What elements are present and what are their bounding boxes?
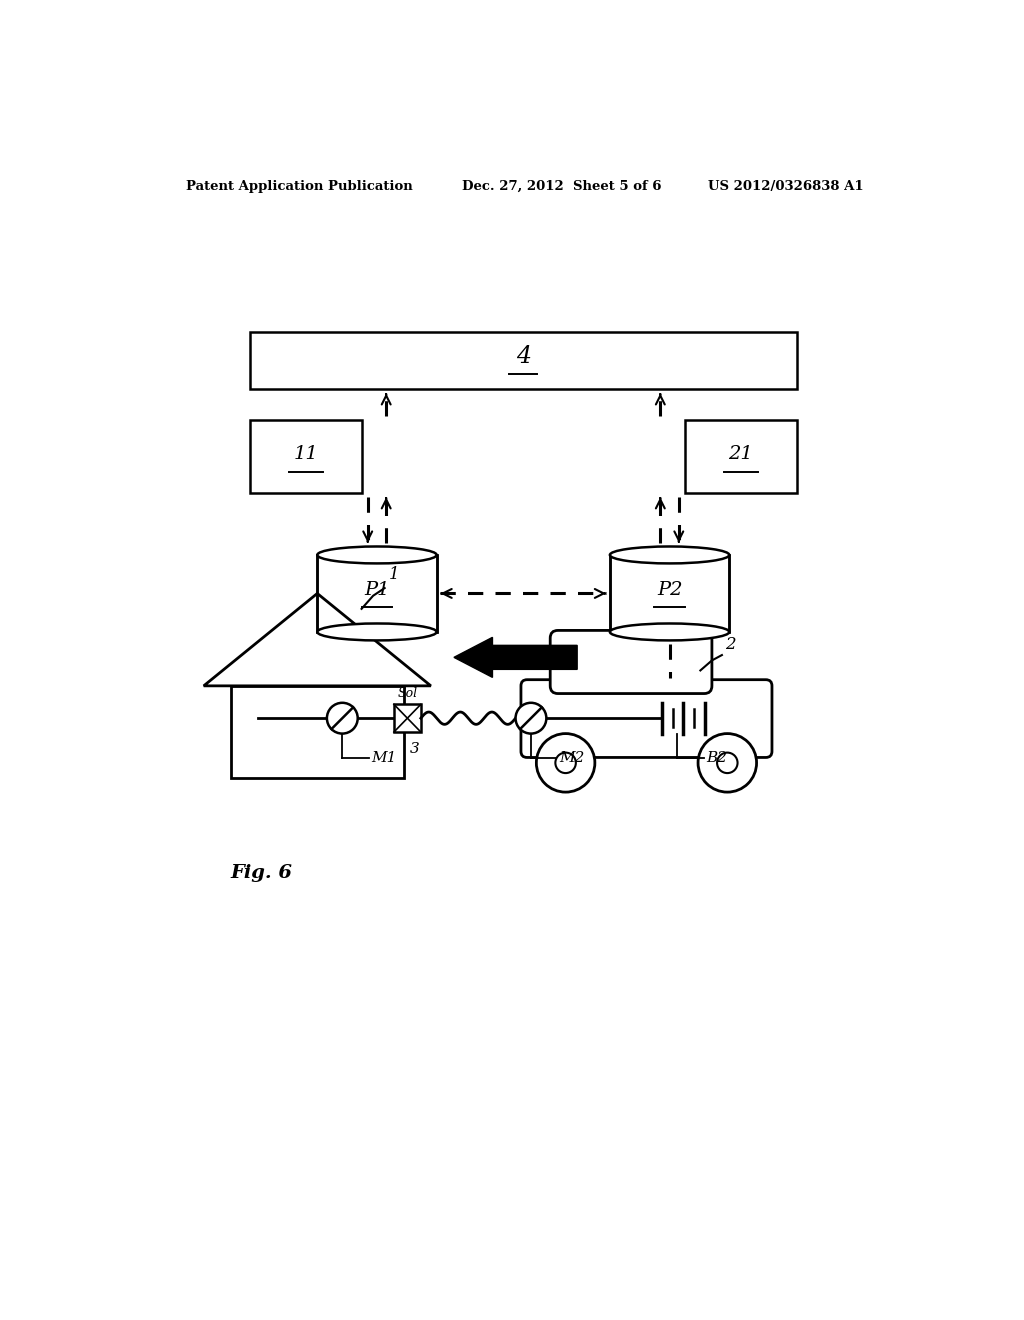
- Circle shape: [515, 702, 547, 734]
- FancyBboxPatch shape: [250, 331, 797, 389]
- FancyBboxPatch shape: [685, 420, 797, 494]
- FancyBboxPatch shape: [394, 705, 421, 733]
- Text: Dec. 27, 2012  Sheet 5 of 6: Dec. 27, 2012 Sheet 5 of 6: [462, 180, 662, 193]
- Text: 2: 2: [725, 636, 735, 653]
- Text: M1: M1: [371, 751, 396, 766]
- Circle shape: [717, 752, 737, 774]
- FancyBboxPatch shape: [521, 680, 772, 758]
- Text: P1: P1: [365, 581, 390, 598]
- Ellipse shape: [317, 623, 436, 640]
- Text: Patent Application Publication: Patent Application Publication: [186, 180, 413, 193]
- FancyBboxPatch shape: [317, 554, 436, 632]
- Text: M2: M2: [559, 751, 585, 766]
- FancyBboxPatch shape: [250, 420, 361, 494]
- Text: Fig. 6: Fig. 6: [230, 865, 293, 882]
- FancyBboxPatch shape: [550, 631, 712, 693]
- Ellipse shape: [610, 623, 729, 640]
- Circle shape: [698, 734, 757, 792]
- Circle shape: [327, 702, 357, 734]
- Ellipse shape: [610, 546, 729, 564]
- Text: US 2012/0326838 A1: US 2012/0326838 A1: [708, 180, 863, 193]
- Ellipse shape: [317, 546, 436, 564]
- Text: 21: 21: [728, 445, 754, 463]
- Circle shape: [537, 734, 595, 792]
- Text: 1: 1: [388, 566, 399, 583]
- Text: 4: 4: [516, 345, 530, 368]
- Text: Sol: Sol: [397, 688, 418, 701]
- Text: 3: 3: [410, 742, 420, 756]
- Circle shape: [555, 752, 575, 774]
- Text: B2: B2: [706, 751, 727, 766]
- Text: P2: P2: [656, 581, 682, 598]
- Text: 11: 11: [293, 445, 318, 463]
- FancyBboxPatch shape: [610, 554, 729, 632]
- FancyArrow shape: [454, 638, 578, 677]
